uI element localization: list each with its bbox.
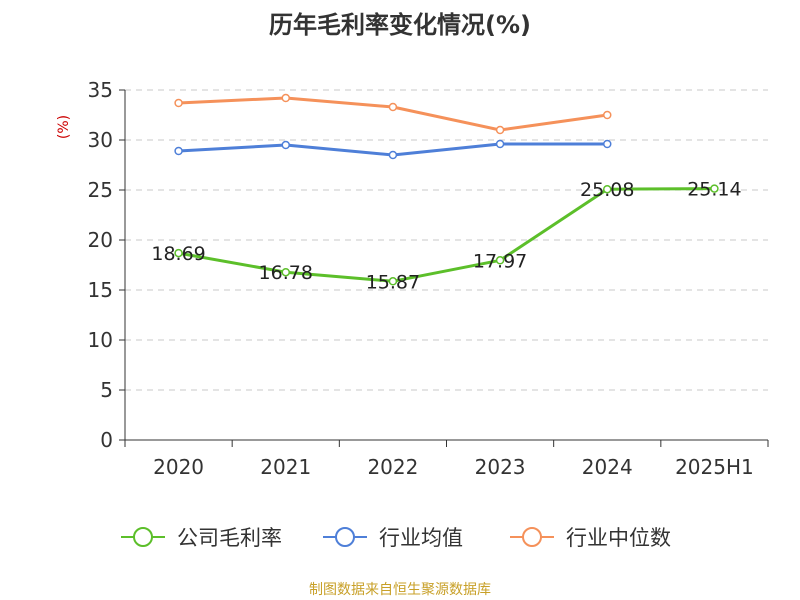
legend-label: 行业中位数 bbox=[566, 526, 671, 550]
x-tick-label: 2022 bbox=[367, 455, 418, 479]
x-tick-label: 2021 bbox=[260, 455, 311, 479]
data-label: 25.08 bbox=[580, 179, 634, 201]
legend-marker bbox=[335, 527, 355, 547]
series-line bbox=[178, 187, 715, 283]
chart-title: 历年毛利率变化情况(%) bbox=[269, 11, 531, 39]
data-point bbox=[495, 125, 505, 135]
data-point bbox=[174, 98, 183, 108]
y-tick-label: 30 bbox=[88, 128, 113, 152]
data-point bbox=[603, 184, 612, 194]
y-tick-label: 35 bbox=[88, 78, 113, 102]
legend-label: 公司毛利率 bbox=[177, 526, 282, 550]
source-note: 制图数据来自恒生聚源数据库 bbox=[309, 582, 491, 598]
data-point bbox=[603, 110, 612, 120]
data-point bbox=[710, 184, 719, 193]
legend-label: 行业均值 bbox=[379, 526, 463, 550]
x-tick-label: 2023 bbox=[475, 455, 526, 479]
data-point bbox=[281, 140, 290, 150]
x-tick-label: 2025H1 bbox=[675, 455, 754, 479]
data-point bbox=[495, 139, 505, 149]
data-label: 25.14 bbox=[687, 179, 741, 201]
data-point bbox=[388, 150, 398, 160]
data-point bbox=[174, 248, 183, 258]
y-tick-label: 20 bbox=[88, 228, 113, 252]
y-axis-label: (%) bbox=[56, 115, 72, 139]
data-point bbox=[603, 139, 612, 149]
y-tick-label: 0 bbox=[100, 428, 113, 452]
legend-marker bbox=[133, 527, 153, 547]
data-label: 18.69 bbox=[151, 243, 205, 265]
data-label: 16.78 bbox=[259, 262, 313, 284]
data-point bbox=[388, 277, 398, 286]
y-tick-label: 10 bbox=[88, 328, 113, 352]
y-tick-label: 15 bbox=[88, 278, 113, 302]
legend-item: 行业均值 bbox=[323, 526, 463, 550]
data-label: 15.87 bbox=[366, 271, 420, 293]
y-tick-label: 25 bbox=[88, 178, 113, 202]
data-point bbox=[281, 93, 290, 103]
x-tick-label: 2020 bbox=[153, 455, 204, 479]
legend-item: 公司毛利率 bbox=[121, 526, 282, 550]
data-label: 17.97 bbox=[473, 250, 527, 272]
data-point bbox=[174, 146, 183, 156]
legend-marker bbox=[522, 527, 542, 547]
data-point bbox=[388, 102, 398, 112]
x-tick-label: 2024 bbox=[582, 455, 633, 479]
y-tick-label: 5 bbox=[100, 378, 113, 402]
data-point bbox=[281, 267, 290, 277]
legend-item: 行业中位数 bbox=[510, 526, 671, 550]
data-point bbox=[495, 256, 505, 265]
